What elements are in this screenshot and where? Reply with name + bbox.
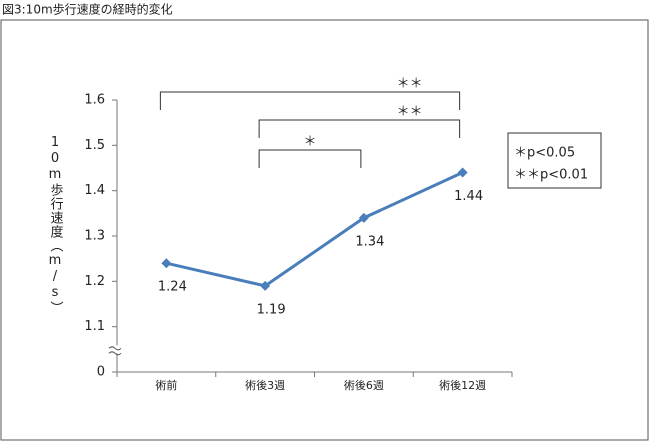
legend-box: [507, 132, 602, 189]
marker: [161, 258, 172, 269]
y-tick-label: 1.2: [84, 274, 105, 289]
x-tick-label: 術後12週: [439, 378, 486, 392]
marker: [260, 280, 271, 291]
line: [166, 171, 464, 288]
significance-bracket: [258, 149, 362, 168]
significance-bracket: [258, 119, 461, 138]
data-label: 1.24: [158, 280, 187, 295]
y-tick-label: 1.5: [84, 138, 105, 153]
chart-title: 図3:10m歩行速度の経時的変化: [2, 2, 173, 17]
significance-label: ＊＊: [397, 77, 423, 92]
data-label: 1.19: [257, 302, 286, 317]
significance-label: ＊: [303, 135, 316, 150]
x-tick-label: 術後6週: [344, 378, 384, 392]
y-axis-label: 10m歩行速度（m/s）: [48, 135, 64, 315]
marker: [358, 212, 369, 223]
y-tick-label: 0: [97, 365, 105, 380]
data-label: 1.44: [454, 189, 483, 204]
frame: [0, 19, 649, 441]
data-label: 1.34: [355, 234, 384, 249]
marker: [457, 167, 468, 178]
y-tick-label: 1.6: [84, 93, 105, 108]
significance-label: ＊＊: [397, 105, 423, 120]
y-tick-label: 1.3: [84, 229, 105, 244]
x-tick-label: 術前: [155, 378, 177, 392]
significance-bracket: [159, 91, 461, 110]
y-tick-label: 1.4: [84, 183, 105, 198]
legend-label: ＊＊p<0.01: [514, 168, 588, 183]
x-tick-label: 術後3週: [245, 378, 285, 392]
y-tick-label: 1.1: [84, 319, 105, 334]
legend-label: ＊p<0.05: [514, 146, 575, 161]
axis-break: [108, 346, 122, 356]
